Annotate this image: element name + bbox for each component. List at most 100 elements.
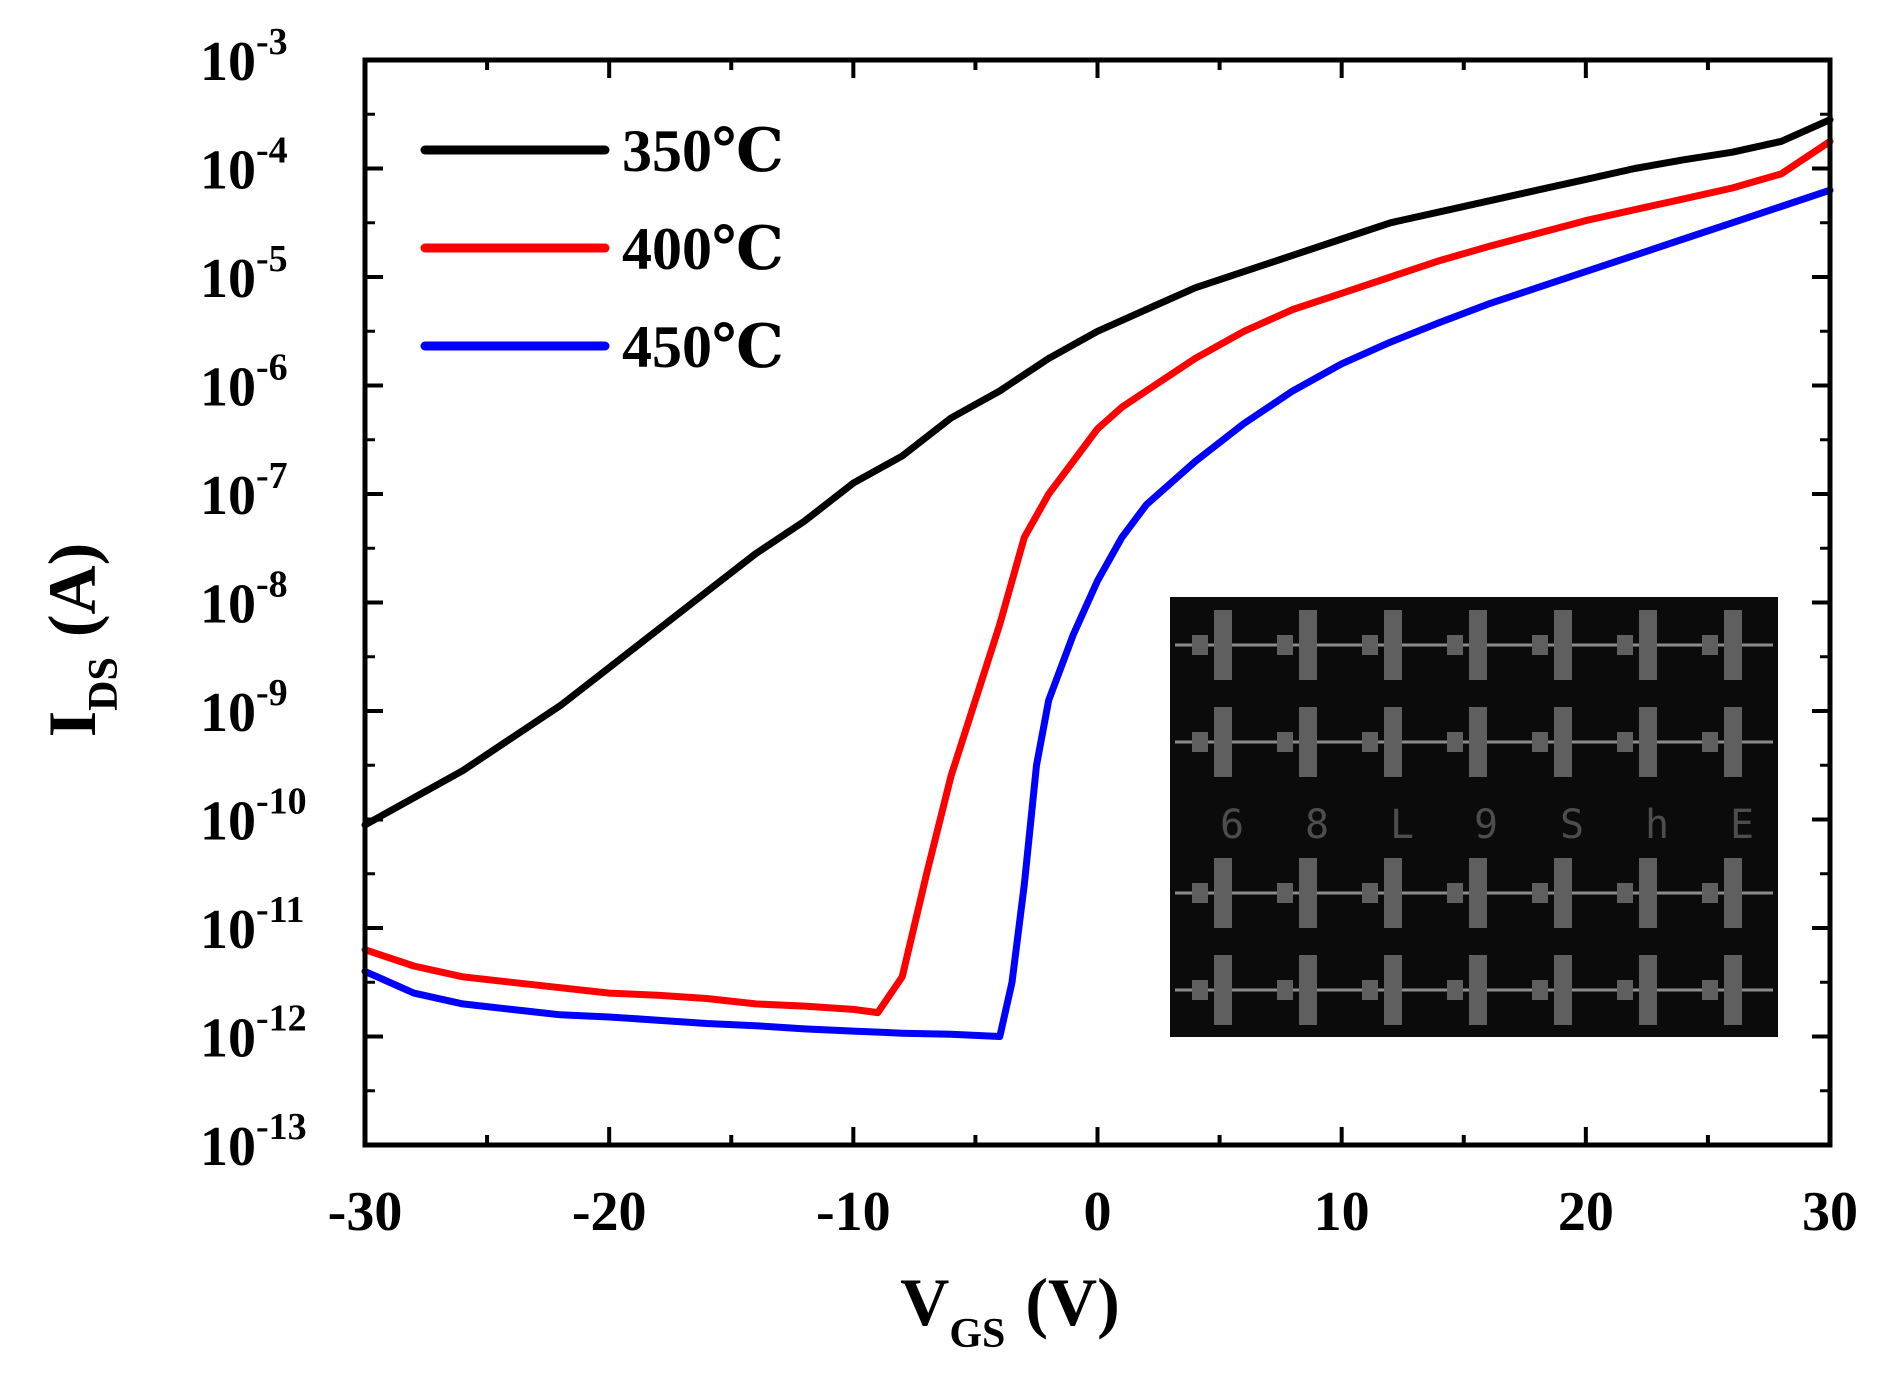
inset-char: h <box>1645 802 1669 848</box>
inset-char: 8 <box>1305 802 1329 848</box>
y-tick-label-base: 10 <box>200 357 256 419</box>
inset-electrode-contact <box>1362 883 1378 903</box>
series-line-0 <box>361 116 1834 829</box>
series-layer <box>361 116 1834 1040</box>
x-tick-label: 30 <box>1802 1181 1858 1243</box>
legend-label-0: 350℃ <box>622 118 784 184</box>
inset-electrode-contact <box>1362 980 1378 1000</box>
inset-electrode-pad <box>1554 858 1572 928</box>
y-tick-label-base: 10 <box>200 682 256 744</box>
inset-electrode-pad <box>1554 955 1572 1025</box>
y-tick-label-exponent: -12 <box>256 998 307 1040</box>
inset-electrode-pad <box>1469 955 1487 1025</box>
y-axis-title-unit: (A) <box>34 543 110 637</box>
inset-electrode-pad <box>1469 858 1487 928</box>
inset-electrode-contact <box>1447 732 1463 752</box>
inset-electrode-contact <box>1617 883 1633 903</box>
y-tick-label: 10-8 <box>200 564 288 636</box>
inset-char: L <box>1390 802 1414 848</box>
inset-electrode-contact <box>1617 635 1633 655</box>
x-axis-title-subscript: GS <box>949 1311 1005 1357</box>
inset-electrode-pad <box>1384 610 1402 680</box>
x-axis-title: VGS (V) <box>900 1264 1120 1357</box>
y-tick-label-exponent: -8 <box>256 564 288 606</box>
inset-electrode-contact <box>1277 635 1293 655</box>
y-tick-label: 10-11 <box>200 889 305 961</box>
y-tick-label-base: 10 <box>200 1116 256 1178</box>
legend-label-2: 450℃ <box>622 314 784 380</box>
inset-electrode-pad <box>1384 858 1402 928</box>
inset-electrode-pad <box>1299 858 1317 928</box>
inset-electrode-contact <box>1192 980 1208 1000</box>
y-tick-label-base: 10 <box>200 574 256 636</box>
y-tick-label-base: 10 <box>200 248 256 310</box>
inset-electrode-pad <box>1214 955 1232 1025</box>
inset-electrode-contact <box>1702 732 1718 752</box>
y-axis-title-main: I <box>34 711 110 737</box>
y-tick-label-base: 10 <box>200 899 256 961</box>
y-tick-label-exponent: -9 <box>256 672 288 714</box>
inset-char: 6 <box>1220 802 1244 848</box>
inset-electrode-contact <box>1277 980 1293 1000</box>
inset-electrode-contact <box>1532 883 1548 903</box>
y-tick-label-exponent: -11 <box>256 889 305 931</box>
x-tick-label: -10 <box>816 1181 891 1243</box>
inset-electrode-pad <box>1214 610 1232 680</box>
inset-electrode-contact <box>1702 883 1718 903</box>
inset-electrode-pad <box>1214 707 1232 777</box>
inset-electrode-contact <box>1192 732 1208 752</box>
inset-electrode-pad <box>1724 955 1742 1025</box>
inset-electrode-contact <box>1702 980 1718 1000</box>
x-tick-label: 10 <box>1314 1181 1370 1243</box>
inset-char: S <box>1560 802 1584 848</box>
inset-char: 9 <box>1474 802 1498 848</box>
y-tick-label-exponent: -3 <box>256 21 288 63</box>
inset-electrode-pad <box>1554 610 1572 680</box>
inset-electrode-contact <box>1532 980 1548 1000</box>
inset-electrode-pad <box>1639 610 1657 680</box>
y-tick-label-exponent: -6 <box>256 347 288 389</box>
inset-electrode-pad <box>1299 610 1317 680</box>
inset-electrode-contact <box>1192 635 1208 655</box>
y-tick-label-base: 10 <box>200 791 256 853</box>
inset-electrode-pad <box>1724 610 1742 680</box>
y-tick-label-exponent: -5 <box>256 238 288 280</box>
inset-electrode-pad <box>1384 707 1402 777</box>
inset-electrode-pad <box>1724 858 1742 928</box>
inset-electrode-pad <box>1469 707 1487 777</box>
ticks-layer: -30 -20 -10 0 10 20 3010-310-410-510-610-710-8… <box>200 21 1858 1243</box>
inset-electrode-contact <box>1277 883 1293 903</box>
x-axis-title-unit: (V) <box>1025 1264 1119 1340</box>
inset-electrode-pad <box>1639 955 1657 1025</box>
inset-electrode-contact <box>1617 980 1633 1000</box>
series-line-2 <box>361 186 1834 1040</box>
inset-electrode-pad <box>1299 955 1317 1025</box>
x-tick-label: -20 <box>572 1181 647 1243</box>
y-tick-label-exponent: -13 <box>256 1106 307 1148</box>
legend: 350℃ 400℃ 450℃ <box>420 118 784 380</box>
y-tick-label: 10-6 <box>200 347 288 419</box>
x-tick-label: -30 <box>328 1181 403 1243</box>
y-tick-label: 10-12 <box>200 998 307 1070</box>
inset-electrode-contact <box>1447 635 1463 655</box>
inset-electrode-pad <box>1384 955 1402 1025</box>
y-tick-label: 10-5 <box>200 238 288 310</box>
inset-electrode-contact <box>1192 883 1208 903</box>
inset-electrode-pad <box>1214 858 1232 928</box>
inset-electrode-contact <box>1617 732 1633 752</box>
inset-electrode-pad <box>1469 610 1487 680</box>
y-tick-label: 10-4 <box>200 130 288 202</box>
inset-char: E <box>1730 802 1754 848</box>
y-tick-label: 10-10 <box>200 781 307 853</box>
series-line-1 <box>361 137 1834 1017</box>
inset-electrode-contact <box>1447 883 1463 903</box>
x-tick-label: 20 <box>1558 1181 1614 1243</box>
inset-electrode-pad <box>1554 707 1572 777</box>
y-tick-label: 10-9 <box>200 672 288 744</box>
inset-electrode-pad <box>1299 707 1317 777</box>
legend-label-1: 400℃ <box>622 216 784 282</box>
inset-electrode-contact <box>1702 635 1718 655</box>
y-tick-label-base: 10 <box>200 140 256 202</box>
inset-electrode-contact <box>1532 732 1548 752</box>
